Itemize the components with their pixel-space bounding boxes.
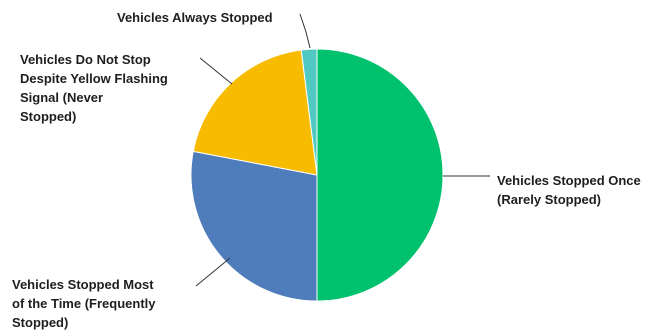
pie-slice-always-stopped <box>300 48 318 176</box>
pie-slice-frequently-stopped <box>190 150 318 302</box>
slice-label-always-stopped: Vehicles Always Stopped <box>117 10 273 25</box>
leader-line-never-stopped <box>199 57 233 85</box>
leader-line-always-stopped <box>299 13 311 49</box>
slice-label-never-stopped: Vehicles Do Not Stop Despite Yellow Flas… <box>20 52 168 124</box>
leader-line-frequently-stopped <box>195 257 231 287</box>
slice-label-frequently-stopped: Vehicles Stopped Most of the Time (Frequ… <box>12 277 156 330</box>
slice-label-rarely-stopped: Vehicles Stopped Once (Rarely Stopped) <box>497 173 641 207</box>
leader-lines <box>195 13 490 287</box>
pie-slice-rarely-stopped <box>316 48 444 302</box>
pie-slices <box>190 48 444 302</box>
